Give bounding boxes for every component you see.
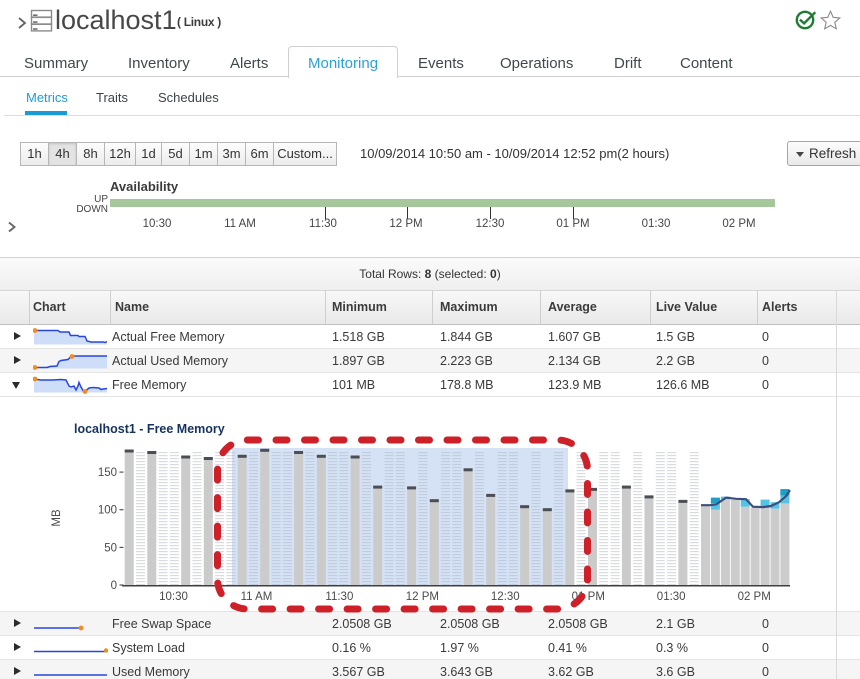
svg-text:localhost1 - Free Memory: localhost1 - Free Memory [74, 422, 225, 436]
svg-text:MB: MB [51, 509, 63, 527]
svg-text:12 PM: 12 PM [406, 591, 439, 603]
svg-text:11 AM: 11 AM [241, 591, 273, 603]
svg-text:11:30: 11:30 [325, 591, 353, 603]
svg-text:50: 50 [104, 542, 117, 554]
svg-text:150: 150 [98, 467, 117, 479]
svg-text:100: 100 [98, 505, 117, 517]
svg-text:12:30: 12:30 [491, 591, 520, 603]
svg-text:01:30: 01:30 [657, 591, 686, 603]
svg-text:0: 0 [111, 580, 117, 592]
svg-text:01 PM: 01 PM [572, 591, 605, 603]
svg-text:10:30: 10:30 [159, 591, 188, 603]
svg-text:02 PM: 02 PM [738, 591, 771, 603]
